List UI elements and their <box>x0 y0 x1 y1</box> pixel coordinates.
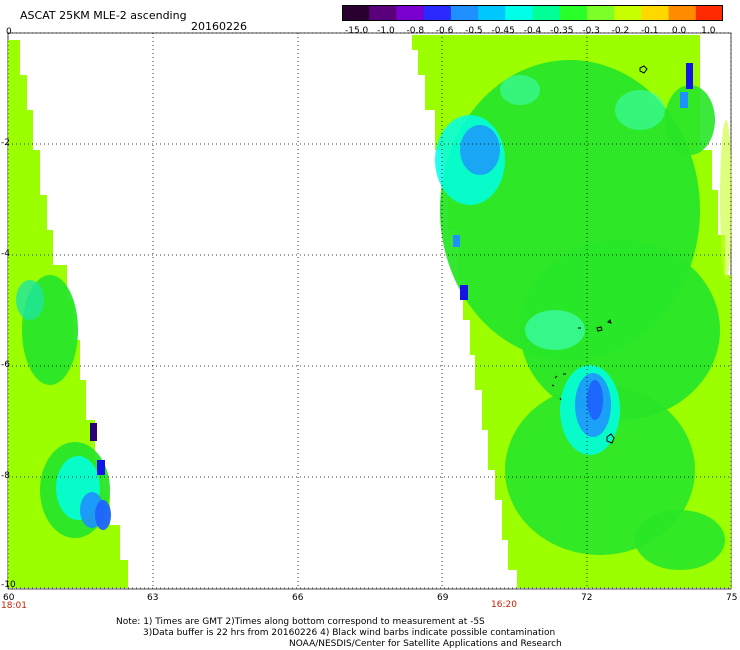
colorbar-label: -0.3 <box>582 26 600 36</box>
colorbar-swatch <box>614 5 642 21</box>
colorbar-label: -1.0 <box>377 26 395 36</box>
colorbar-swatch <box>478 5 506 21</box>
wind-value-region <box>525 310 585 350</box>
map-title: ASCAT 25KM MLE-2 ascending <box>20 9 187 22</box>
swath-time-label: 16:20 <box>491 600 517 610</box>
y-tick-label: -10 <box>1 580 16 590</box>
colorbar-swatch <box>342 5 370 21</box>
colorbar-label: -0.4 <box>523 26 542 36</box>
colorbar-swatch <box>396 5 425 21</box>
x-tick-label: 66 <box>292 593 304 603</box>
colorbar-swatch <box>641 5 670 21</box>
colorbar-swatch <box>695 5 723 21</box>
colorbar <box>342 5 723 21</box>
colorbar-label: -0.1 <box>640 26 659 36</box>
colorbar-swatch <box>505 5 534 21</box>
wind-value-region <box>520 240 720 420</box>
colorbar-label: -0.2 <box>611 26 630 36</box>
note-line-3: NOAA/NESDIS/Center for Satellite Applica… <box>289 639 562 649</box>
y-tick-label: -8 <box>1 471 10 481</box>
colorbar-label: -0.45 <box>491 26 515 36</box>
colorbar-label: -15.0 <box>344 26 369 36</box>
colorbar-label: 0.0 <box>671 26 687 36</box>
colorbar-swatch <box>586 5 615 21</box>
wind-value-region <box>460 125 500 175</box>
colorbar-swatch <box>423 5 452 21</box>
wind-value-region <box>615 90 665 130</box>
x-tick-label: 72 <box>581 593 593 603</box>
note-line-2: 3)Data buffer is 22 hrs from 20160226 4)… <box>143 628 556 638</box>
x-tick-label: 75 <box>726 593 738 603</box>
coastline <box>606 433 615 444</box>
y-tick-label: -6 <box>1 360 10 370</box>
wind-value-region <box>720 120 732 280</box>
wind-value-region <box>16 280 44 320</box>
colorbar-swatch <box>668 5 697 21</box>
colorbar-label: 1.0 <box>701 26 716 36</box>
colorbar-swatch <box>369 5 398 21</box>
wind-value-region <box>635 510 725 570</box>
x-tick-label: 69 <box>437 593 449 603</box>
y-tick-label: -2 <box>1 138 10 148</box>
x-tick-label: 60 <box>3 593 15 603</box>
colorbar-swatch <box>532 5 561 21</box>
colorbar-swatch <box>559 5 588 21</box>
colorbar-label: -0.8 <box>406 26 425 36</box>
swath-time-label: 18:01 <box>1 601 27 611</box>
y-tick-label: 0 <box>6 27 12 37</box>
y-tick-label: -4 <box>1 249 10 259</box>
colorbar-label: -0.35 <box>550 26 574 36</box>
map-date: 20160226 <box>191 20 247 33</box>
wind-value-region <box>95 500 111 530</box>
wind-value-region <box>587 380 603 420</box>
colorbar-label: -0.5 <box>465 26 483 36</box>
wind-value-region <box>665 85 715 155</box>
coastline <box>596 326 603 332</box>
coastline <box>551 373 566 401</box>
colorbar-label: -0.6 <box>435 26 454 36</box>
coastline <box>639 65 648 74</box>
wind-value-region <box>500 75 540 105</box>
note-line-1: Note: 1) Times are GMT 2)Times along bot… <box>116 617 485 627</box>
wind-value-region <box>505 385 695 555</box>
colorbar-swatch <box>450 5 479 21</box>
coastline <box>607 319 612 324</box>
x-tick-label: 63 <box>147 593 159 603</box>
